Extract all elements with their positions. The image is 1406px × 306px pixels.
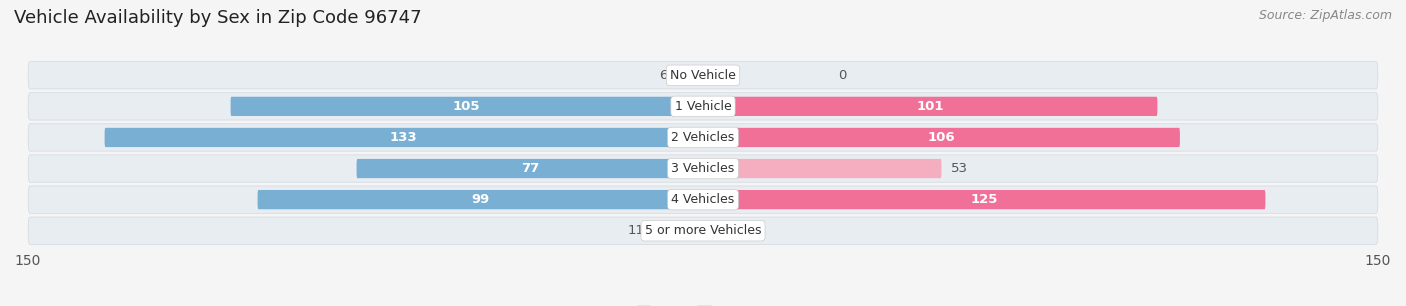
Text: 11: 11 bbox=[627, 224, 644, 237]
FancyBboxPatch shape bbox=[357, 159, 703, 178]
FancyBboxPatch shape bbox=[28, 62, 1378, 89]
Text: 0: 0 bbox=[838, 69, 846, 82]
Text: 106: 106 bbox=[928, 131, 955, 144]
Text: Vehicle Availability by Sex in Zip Code 96747: Vehicle Availability by Sex in Zip Code … bbox=[14, 9, 422, 27]
Text: 99: 99 bbox=[471, 193, 489, 206]
FancyBboxPatch shape bbox=[28, 155, 1378, 182]
Text: 6: 6 bbox=[658, 69, 666, 82]
Text: 4 Vehicles: 4 Vehicles bbox=[672, 193, 734, 206]
FancyBboxPatch shape bbox=[28, 217, 1378, 244]
FancyBboxPatch shape bbox=[257, 190, 703, 209]
FancyBboxPatch shape bbox=[28, 186, 1378, 213]
Text: No Vehicle: No Vehicle bbox=[671, 69, 735, 82]
Text: 77: 77 bbox=[520, 162, 538, 175]
FancyBboxPatch shape bbox=[104, 128, 703, 147]
Text: 5 or more Vehicles: 5 or more Vehicles bbox=[645, 224, 761, 237]
FancyBboxPatch shape bbox=[703, 97, 1157, 116]
FancyBboxPatch shape bbox=[28, 124, 1378, 151]
Text: 125: 125 bbox=[970, 193, 998, 206]
FancyBboxPatch shape bbox=[28, 93, 1378, 120]
Text: 101: 101 bbox=[917, 100, 943, 113]
Text: 4: 4 bbox=[730, 224, 738, 237]
FancyBboxPatch shape bbox=[654, 221, 703, 240]
Text: 2 Vehicles: 2 Vehicles bbox=[672, 131, 734, 144]
FancyBboxPatch shape bbox=[676, 66, 703, 85]
Text: 53: 53 bbox=[950, 162, 967, 175]
FancyBboxPatch shape bbox=[231, 97, 703, 116]
Text: 1 Vehicle: 1 Vehicle bbox=[675, 100, 731, 113]
FancyBboxPatch shape bbox=[703, 128, 1180, 147]
Text: Source: ZipAtlas.com: Source: ZipAtlas.com bbox=[1258, 9, 1392, 22]
Text: 105: 105 bbox=[453, 100, 481, 113]
FancyBboxPatch shape bbox=[703, 190, 1265, 209]
FancyBboxPatch shape bbox=[703, 159, 942, 178]
Text: 3 Vehicles: 3 Vehicles bbox=[672, 162, 734, 175]
Text: 133: 133 bbox=[389, 131, 418, 144]
FancyBboxPatch shape bbox=[703, 221, 721, 240]
